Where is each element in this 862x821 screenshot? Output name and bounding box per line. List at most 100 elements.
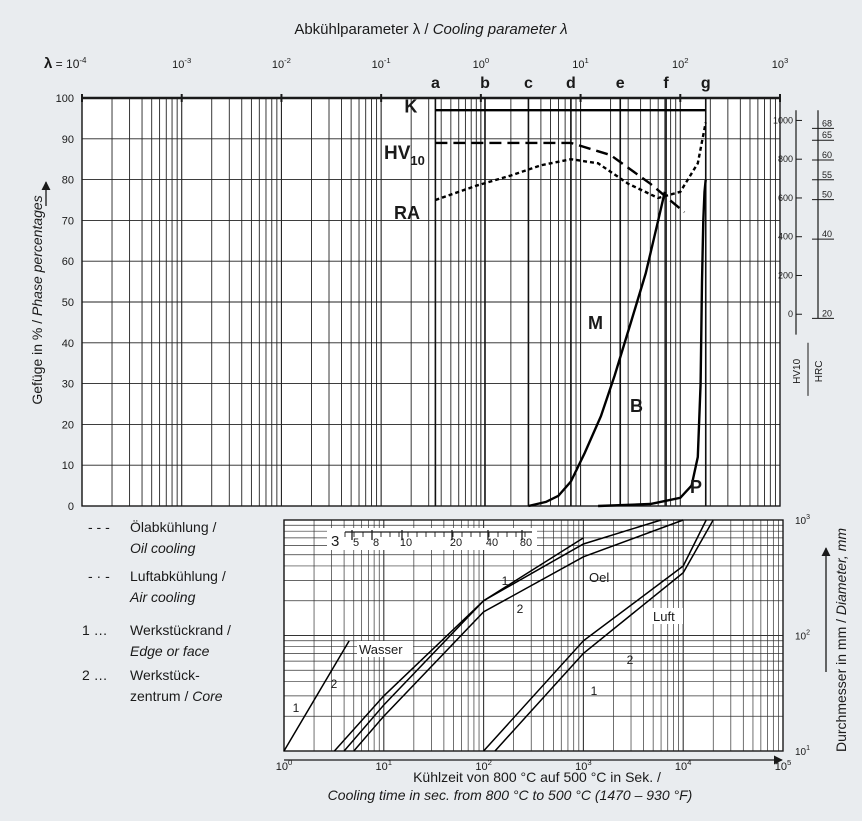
lower-curve: [494, 519, 714, 752]
legend-edge-label-de: Werkstückrand /: [130, 622, 231, 638]
legend-air-symbol: - · -: [88, 568, 110, 584]
lower-x-tick-label: 100: [276, 758, 293, 773]
scale3-bg: [327, 528, 537, 550]
hrc-tick-label: 60: [822, 150, 832, 160]
lambda-prefix: λ = 10-4: [44, 55, 87, 72]
hrc-axis-label: HRC: [814, 361, 825, 383]
scale3-label: 3: [331, 533, 339, 550]
legend-edge-label-en: Edge or face: [130, 643, 210, 659]
svg-text:Durchmesser in mm / Diameter,: Durchmesser in mm / Diameter, mm: [833, 528, 849, 752]
scale3-tick-label: 5: [353, 537, 359, 549]
letter-label-d: d: [566, 75, 576, 92]
legend-core-label-de: Werkstück-: [130, 667, 200, 683]
upper-y-axis-title: Gefüge in % / Phase percentages: [29, 195, 45, 404]
lower-curve: [343, 519, 662, 752]
label-luft: Luft: [653, 609, 675, 624]
lower-curve: [333, 537, 584, 752]
curve-number-label: 2: [331, 677, 338, 691]
legend-core-symbol: 2 …: [82, 667, 108, 683]
letter-label-a: a: [431, 75, 440, 92]
curve-number-label: 2: [627, 653, 634, 667]
lower-x-tick-label: 104: [675, 758, 692, 773]
upper-x-tick-label: 101: [572, 56, 589, 71]
scale3-tick-label: 8: [373, 537, 379, 549]
label-hv10: HV10: [384, 143, 425, 168]
legend-core-label-de2: zentrum / Core: [130, 688, 223, 704]
letter-label-g: g: [701, 75, 711, 92]
hv-tick-label: 600: [778, 193, 793, 203]
letter-label-b: b: [480, 75, 490, 92]
scale3-tick-label: 80: [520, 537, 532, 549]
upper-x-tick-label: 10-2: [272, 56, 291, 71]
letter-label-f: f: [663, 75, 669, 92]
lower-y-tick-label: 101: [795, 745, 810, 758]
label-m: M: [588, 313, 603, 333]
scale3-tick-label: 10: [400, 537, 412, 549]
curve-number-label: 2: [517, 602, 524, 616]
upper-y-tick-label: 20: [62, 419, 74, 431]
legend-edge-symbol: 1 …: [82, 622, 108, 638]
hv-tick-label: 200: [778, 270, 793, 280]
letter-label-e: e: [616, 75, 625, 92]
lower-frame: [283, 519, 784, 752]
lower-curve: [483, 519, 707, 752]
upper-y-tick-label: 10: [62, 460, 74, 472]
label-b: B: [630, 396, 643, 416]
hv-axis-label: HV10: [792, 358, 803, 383]
upper-y-tick-label: 100: [56, 93, 74, 105]
upper-x-tick-label: 10-1: [372, 56, 391, 71]
lower-x-tick-label: 101: [376, 758, 393, 773]
scale3-tick-label: 40: [486, 537, 498, 549]
curve-number-label: 1: [293, 701, 300, 715]
hrc-tick-label: 20: [822, 308, 832, 318]
curve-hv10: [435, 141, 686, 214]
legend-air-label-en: Air cooling: [129, 589, 196, 605]
curve-ra: [435, 122, 707, 202]
hrc-tick-label: 55: [822, 170, 832, 180]
lower-x-axis-title-de: Kühlzeit von 800 °C auf 500 °C in Sek. /: [413, 769, 661, 785]
legend-air-label-de: Luftabkühlung /: [130, 568, 226, 584]
lower-x-axis-title-en: Cooling time in sec. from 800 °C to 500 …: [328, 787, 693, 803]
upper-y-tick-label: 50: [62, 297, 74, 309]
curve-number-label: 1: [591, 684, 598, 698]
letter-label-c: c: [524, 75, 533, 92]
lower-chart: 100 101 102 103 104 105101102103121212WasserO…: [276, 514, 810, 773]
upper-x-tick-label: 102: [672, 56, 689, 71]
legend-oil-label-de: Ölabkühlung /: [130, 518, 217, 535]
lower-curve: [353, 519, 684, 752]
lower-x-tick-label: 103: [575, 758, 592, 773]
scale3-tick-label: 20: [450, 537, 462, 549]
label-k: K: [404, 96, 417, 116]
lower-y-axis-title: Durchmesser in mm / Diameter, mm: [833, 528, 849, 752]
luft-label-bg: [651, 608, 683, 624]
hrc-tick-label: 40: [822, 229, 832, 239]
upper-x-tick-label: 103: [772, 56, 789, 71]
legend: - - - Ölabkühlung / Oil cooling - · - Lu…: [82, 518, 231, 704]
wasser-label-bg: [357, 641, 413, 657]
svg-text:Gefüge in % / Phase percentage: Gefüge in % / Phase percentages: [29, 195, 45, 404]
upper-chart: λ = 10-4 10-3 10-2 10-1 100 101 102 103 0 10 20 30 4…: [44, 55, 834, 513]
upper-x-tick-label: 10-3: [172, 56, 191, 71]
curve-number-label: 1: [502, 574, 509, 588]
upper-y-tick-label: 90: [62, 134, 74, 146]
upper-y-tick-label: 60: [62, 256, 74, 268]
legend-oil-label-en: Oil cooling: [130, 540, 196, 556]
hrc-tick-label: 50: [822, 190, 832, 200]
hv-tick-label: 1000: [773, 115, 793, 125]
upper-y-tick-label: 80: [62, 175, 74, 187]
upper-y-tick-label: 30: [62, 379, 74, 391]
hrc-tick-label: 65: [822, 130, 832, 140]
label-ra: RA: [394, 203, 420, 223]
lower-curve: [283, 640, 350, 752]
hv-tick-label: 0: [788, 309, 793, 319]
upper-y-tick-label: 70: [62, 215, 74, 227]
upper-x-tick-label: 100: [473, 56, 490, 71]
hv-tick-label: 400: [778, 232, 793, 242]
label-wasser: Wasser: [359, 642, 403, 657]
legend-oil-symbol: - - -: [88, 519, 110, 535]
curve-p: [598, 179, 707, 508]
lower-x-tick-label: 102: [475, 758, 492, 773]
upper-y-tick-label: 40: [62, 338, 74, 350]
